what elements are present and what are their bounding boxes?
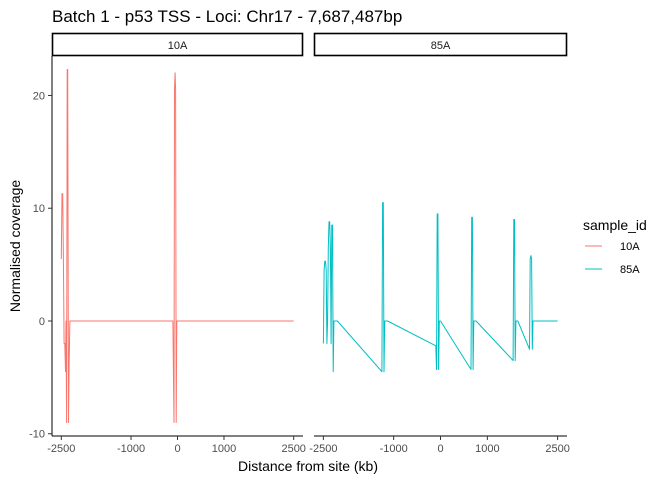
- series-line-10A: [60, 69, 294, 423]
- y-axis-title: Normalised coverage: [7, 180, 23, 312]
- facet-panel-10A: 10A -2500 -1000 0 1000 2500: [47, 32, 306, 455]
- x-tick-label: 1000: [475, 443, 499, 455]
- x-tick-label: 2500: [281, 443, 305, 455]
- legend: sample_id 10A 85A: [583, 217, 647, 276]
- series-line-85A: [322, 202, 558, 373]
- x-tick-label: -1000: [380, 443, 408, 455]
- x-tick-label: -1000: [117, 443, 145, 455]
- facet-strip-label: 10A: [168, 40, 188, 52]
- x-tick-label: 0: [437, 443, 443, 455]
- facet-strip-label: 85A: [431, 40, 451, 52]
- facet-panels: 10A -2500 -1000 0 1000 2500 85A -2500 -1000 0 1000…: [47, 32, 570, 455]
- x-tick-label: 2500: [545, 443, 569, 455]
- x-tick-label: 1000: [212, 443, 236, 455]
- x-tick-label: -2500: [309, 443, 337, 455]
- legend-item-85A: 85A: [585, 264, 640, 276]
- x-tick-label: -2500: [47, 443, 75, 455]
- y-tick-label: 20: [33, 90, 45, 102]
- legend-item-10A: 10A: [585, 241, 640, 253]
- facet-strip: [313, 32, 568, 57]
- y-tick-label: -10: [29, 429, 45, 441]
- y-tick-label: 0: [39, 316, 45, 328]
- legend-label: 85A: [620, 264, 640, 276]
- chart-title: Batch 1 - p53 TSS - Loci: Chr17 - 7,687,…: [52, 7, 402, 26]
- facet-strip: [51, 32, 304, 57]
- x-axis-title: Distance from site (kb): [238, 458, 378, 474]
- facet-panel-85A: 85A -2500 -1000 0 1000 2500: [309, 32, 570, 455]
- y-tick-label: 10: [33, 203, 45, 215]
- legend-title: sample_id: [583, 217, 647, 233]
- x-tick-label: 0: [174, 443, 180, 455]
- legend-label: 10A: [620, 241, 640, 253]
